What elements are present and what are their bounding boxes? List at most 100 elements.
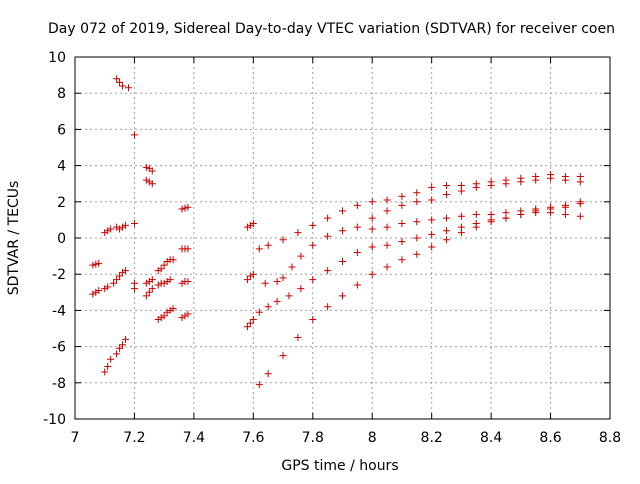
- data-point: [288, 263, 296, 271]
- y-tick-label: 6: [57, 122, 66, 138]
- data-point: [148, 285, 156, 293]
- data-point: [160, 261, 168, 269]
- data-point: [125, 84, 132, 92]
- data-point: [398, 256, 406, 264]
- data-point: [113, 223, 121, 231]
- data-point: [184, 245, 192, 253]
- data-point: [154, 315, 162, 323]
- data-point: [383, 263, 391, 271]
- y-tick-label: -10: [43, 412, 66, 428]
- data-point: [181, 204, 189, 212]
- series-curve-2: [261, 174, 584, 287]
- data-point: [339, 292, 346, 300]
- data-point: [383, 223, 391, 231]
- data-point: [246, 319, 254, 327]
- data-point: [368, 214, 376, 222]
- data-point: [104, 363, 112, 371]
- data-point: [154, 281, 162, 289]
- data-point: [368, 198, 376, 206]
- x-tick-label: 7.2: [123, 430, 145, 446]
- data-point: [443, 236, 451, 244]
- data-point: [443, 227, 451, 235]
- data-point: [428, 196, 436, 204]
- data-point: [264, 241, 272, 249]
- data-point: [576, 178, 584, 186]
- data-point: [413, 198, 421, 206]
- x-tick-label: 7.6: [242, 430, 264, 446]
- data-point: [368, 225, 376, 233]
- data-point: [353, 223, 361, 231]
- data-point: [413, 234, 421, 242]
- x-tick-label: 7.8: [302, 430, 324, 446]
- data-point: [339, 258, 346, 266]
- data-point: [297, 285, 305, 293]
- data-point: [184, 310, 192, 318]
- data-point: [122, 221, 130, 229]
- data-point: [255, 308, 263, 316]
- data-point: [309, 221, 317, 229]
- data-point: [324, 214, 332, 222]
- data-point: [181, 312, 189, 320]
- data-point: [413, 250, 421, 258]
- data-point: [457, 187, 465, 195]
- data-point: [443, 182, 451, 190]
- data-point: [95, 286, 103, 294]
- data-point: [178, 279, 186, 287]
- series-mid-e: [154, 305, 177, 323]
- x-axis-title: GPS time / hours: [281, 458, 398, 474]
- data-point: [279, 236, 287, 244]
- data-point: [339, 227, 346, 235]
- series-late-a: [243, 220, 257, 331]
- data-point: [309, 315, 317, 323]
- y-tick-label: 8: [57, 86, 66, 102]
- data-point: [428, 216, 436, 224]
- data-point: [243, 223, 251, 231]
- data-point: [561, 210, 569, 218]
- data-point: [279, 352, 287, 360]
- series-mid-f: [178, 203, 192, 322]
- series-curve-3: [255, 209, 584, 316]
- data-point: [368, 270, 376, 278]
- data-point: [116, 344, 124, 352]
- data-point: [122, 267, 130, 275]
- data-point: [101, 368, 109, 376]
- x-tick-labels: 7 7.2 7.4 7.6 7.8 8 8.2 8.4 8.6 8.8: [71, 430, 622, 446]
- series-curve-5: [368, 198, 584, 233]
- y-tick-label: -8: [52, 376, 66, 392]
- data-point: [324, 303, 332, 311]
- data-point: [279, 274, 287, 282]
- data-point: [145, 178, 153, 186]
- data-point: [487, 210, 495, 218]
- data-point: [532, 176, 540, 184]
- data-point: [368, 243, 376, 251]
- data-point: [142, 292, 150, 300]
- data-point: [154, 267, 162, 275]
- data-point: [243, 276, 251, 284]
- data-point: [264, 370, 272, 378]
- data-point: [502, 209, 510, 217]
- data-point: [383, 241, 391, 249]
- data-point: [119, 223, 127, 231]
- data-point: [472, 210, 480, 218]
- grid-lines: [75, 57, 610, 419]
- data-point: [160, 279, 168, 287]
- data-point: [261, 279, 269, 287]
- data-point: [398, 220, 406, 228]
- data-point: [113, 276, 121, 284]
- data-point: [561, 176, 569, 184]
- data-point: [324, 232, 332, 240]
- data-point: [255, 381, 263, 389]
- data-point: [130, 285, 138, 293]
- data-point: [160, 312, 168, 320]
- data-point: [110, 279, 118, 287]
- series-mid-a: [142, 163, 156, 188]
- data-point: [101, 229, 109, 237]
- series-early-b: [89, 286, 103, 298]
- data-point: [169, 256, 177, 264]
- series-early-f: [113, 75, 138, 139]
- y-tick-labels: -10 -8 -6 -4 -2 0 2 4 6 8 10: [43, 50, 66, 428]
- data-point: [169, 305, 177, 313]
- data-point: [163, 258, 171, 266]
